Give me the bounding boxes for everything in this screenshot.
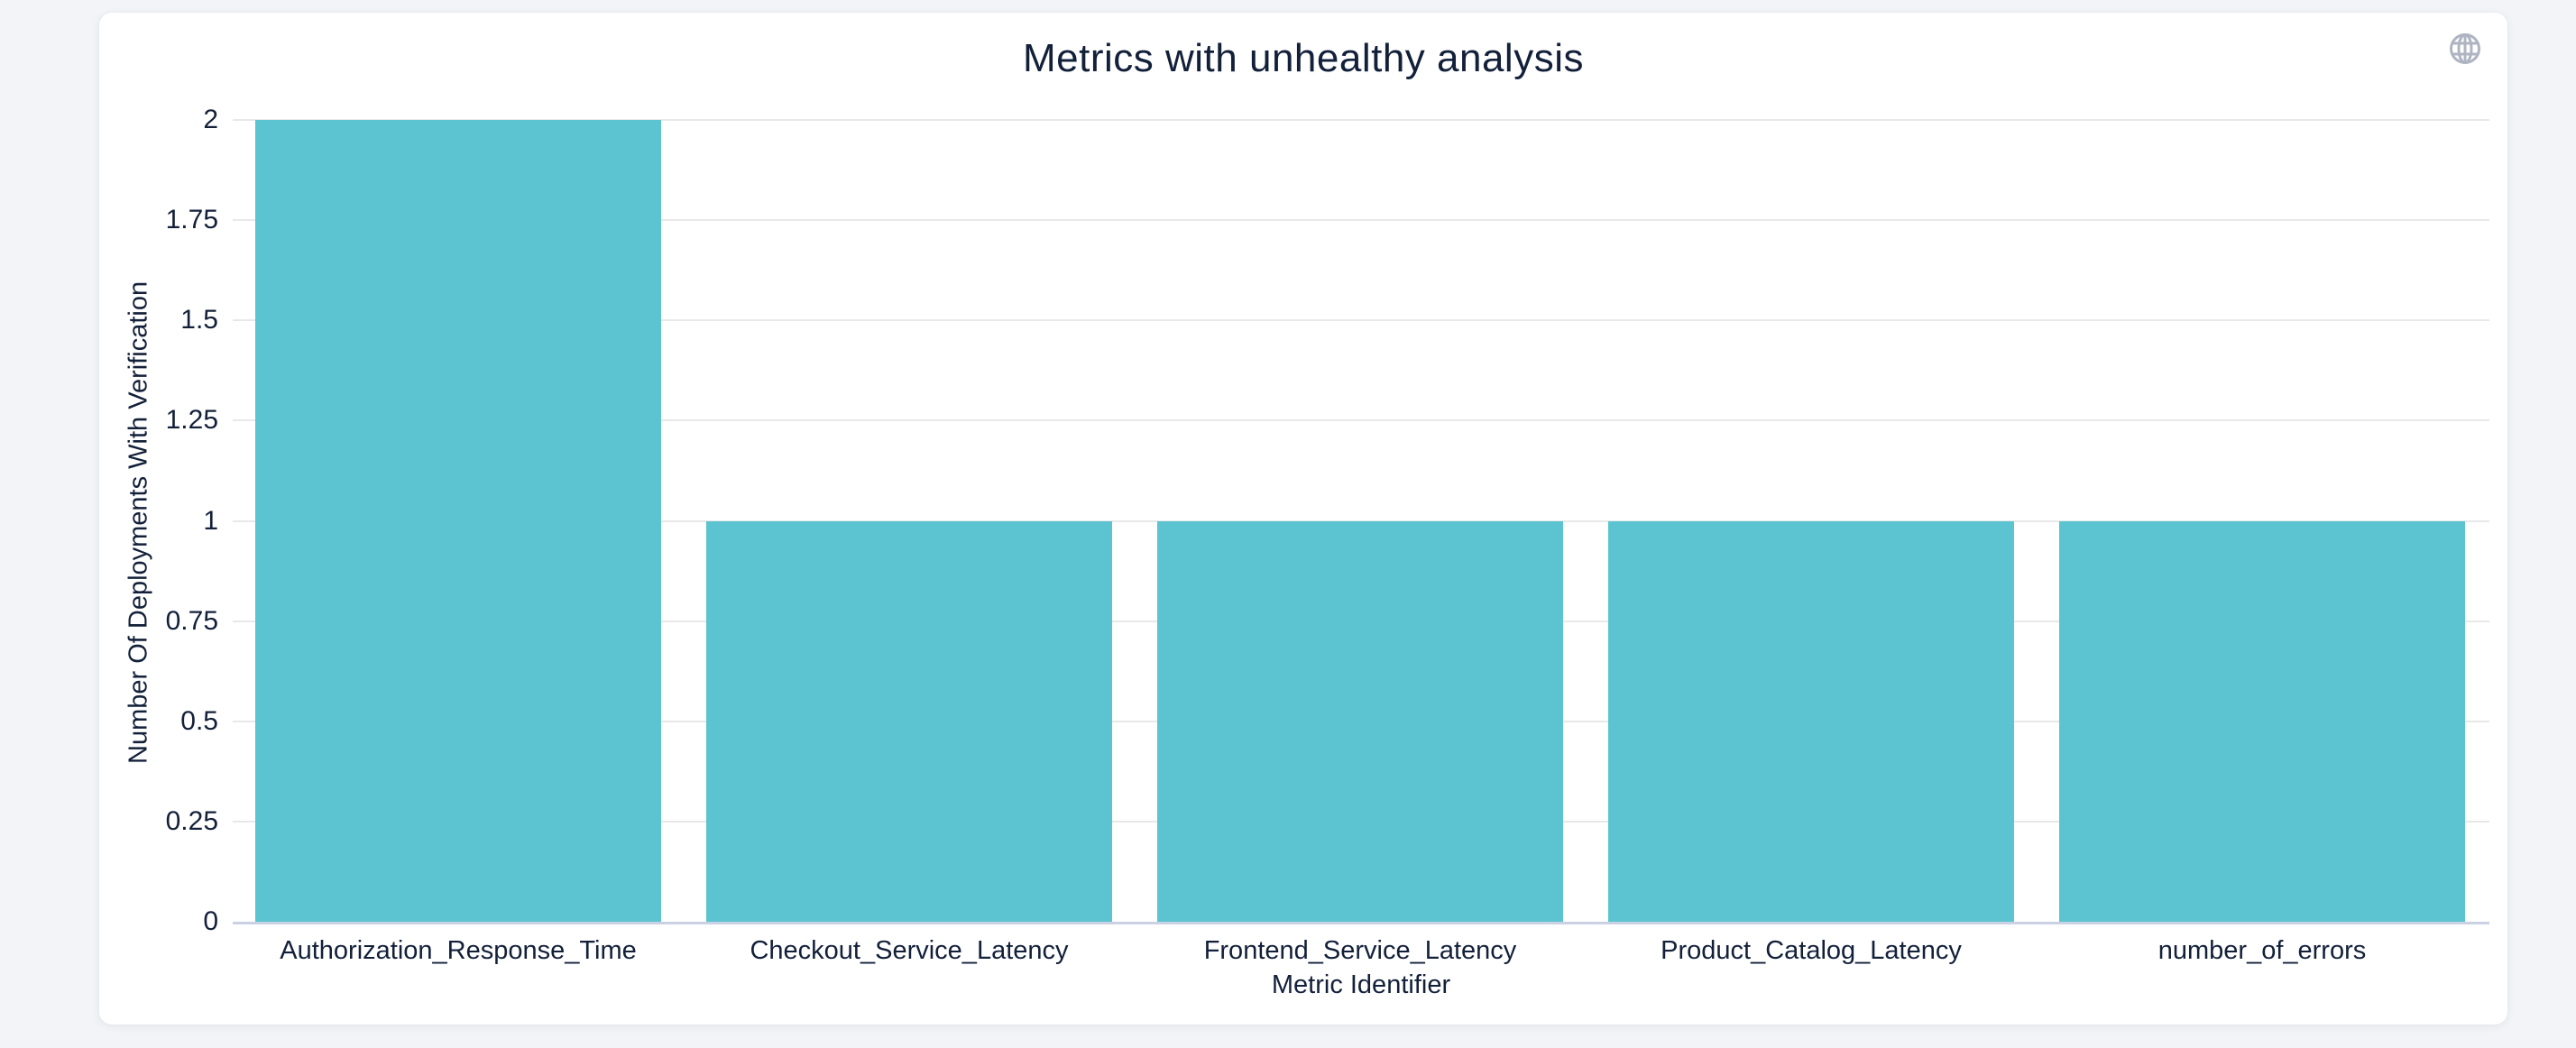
x-tick-label-number_of_errors: number_of_errors xyxy=(2157,936,2367,965)
bar-Product_Catalog_Latency[interactable] xyxy=(1608,520,2014,922)
y-tick-label-2: 2 xyxy=(203,105,218,134)
x-tick-label-Authorization_Response_Time: Authorization_Response_Time xyxy=(280,936,637,965)
y-tick-label-0.25: 0.25 xyxy=(165,805,218,836)
x-tick-label-Frontend_Service_Latency: Frontend_Service_Latency xyxy=(1203,936,1517,965)
y-tick-label-1.5: 1.5 xyxy=(180,305,218,336)
y-tick-label-0.5: 0.5 xyxy=(180,705,218,736)
y-tick-label-0.75: 0.75 xyxy=(165,605,218,636)
bar-number_of_errors[interactable] xyxy=(2059,520,2465,922)
y-tick-label-0: 0 xyxy=(203,906,218,936)
gridline-y-1.25 xyxy=(233,419,2489,422)
x-axis-title: Metric Identifier xyxy=(1271,970,1451,999)
gridline-y-1.5 xyxy=(233,319,2489,322)
chart-card: Metrics with unhealthy analysis Number O… xyxy=(99,13,2507,1025)
x-tick-label-Checkout_Service_Latency: Checkout_Service_Latency xyxy=(750,936,1069,965)
y-tick-label-1: 1 xyxy=(203,505,218,536)
y-tick-label-1.75: 1.75 xyxy=(165,205,218,235)
bars-row xyxy=(255,120,2465,922)
gridline-y-2 xyxy=(233,119,2489,121)
y-tick-label-1.25: 1.25 xyxy=(165,405,218,436)
chart-title: Metrics with unhealthy analysis xyxy=(1023,36,1584,80)
bar-Frontend_Service_Latency[interactable] xyxy=(1157,520,1563,922)
y-axis-title: Number Of Deployments With Verification xyxy=(124,280,153,764)
gridline-y-1.75 xyxy=(233,219,2489,222)
x-labels-row: Authorization_Response_Time Checkout_Serv… xyxy=(255,936,2465,966)
x-tick-label-Product_Catalog_Latency: Product_Catalog_Latency xyxy=(1661,936,1962,965)
bar-Authorization_Response_Time[interactable] xyxy=(255,120,661,922)
globe-icon[interactable] xyxy=(2448,32,2482,66)
plot-area: Authorization_Response_Time Checkout_Serv… xyxy=(166,105,2489,999)
bar-Checkout_Service_Latency[interactable] xyxy=(706,520,1112,922)
